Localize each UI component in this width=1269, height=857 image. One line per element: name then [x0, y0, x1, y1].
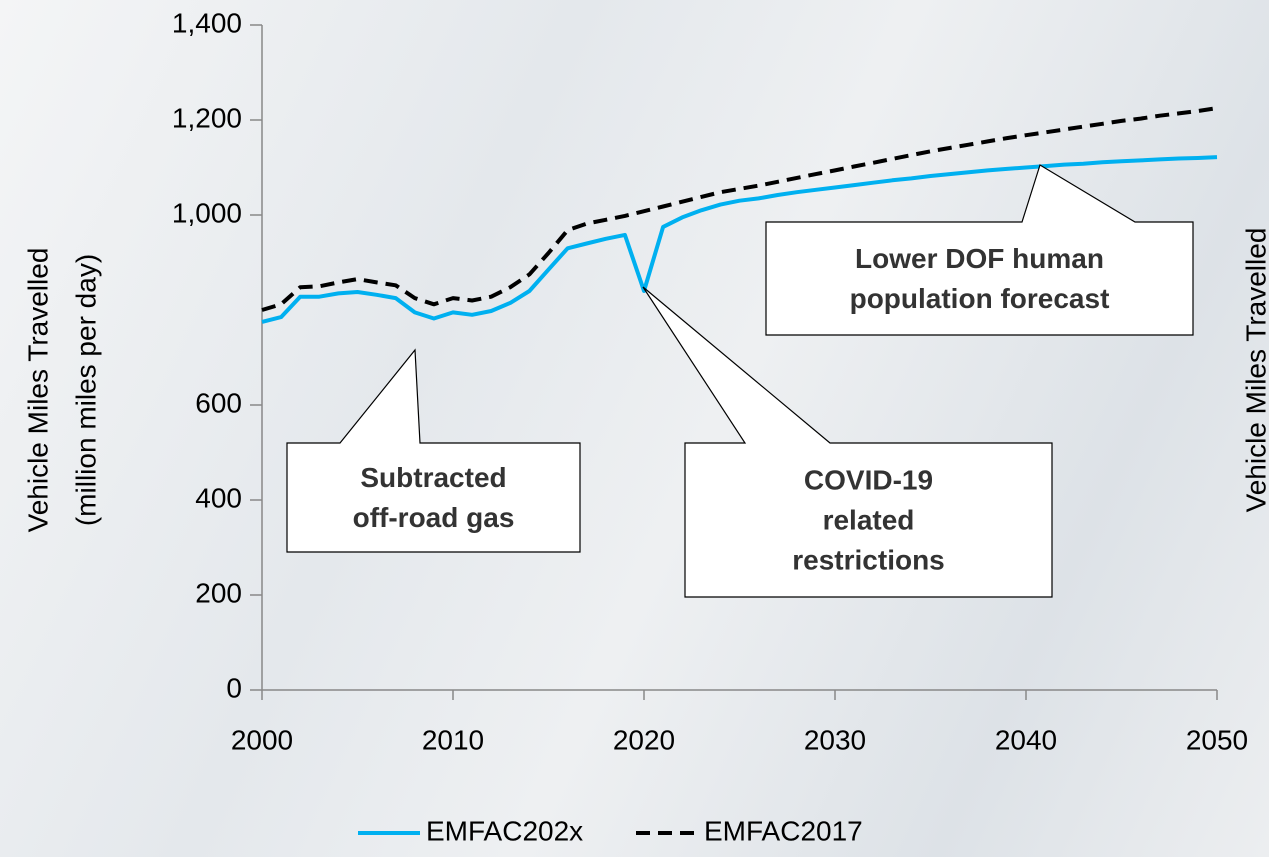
callout-text: related [823, 504, 915, 535]
y-axis-title-line: Vehicle Miles Travelled [22, 248, 53, 533]
callout: COVID-19 related restrictions [642, 286, 1053, 598]
callout-text: Subtracted [360, 462, 506, 493]
callout-text: COVID-19 [804, 464, 933, 495]
x-tick-label: 2010 [422, 724, 484, 755]
callout: Lower DOF human population forecast [765, 164, 1194, 336]
x-tick-label: 2050 [1186, 724, 1248, 755]
y-tick-label: 0 [226, 672, 242, 703]
y-tick-label: 600 [195, 387, 242, 418]
series-line [261, 155, 1218, 324]
y-tick-label: 200 [195, 577, 242, 608]
y-tick-label: 1,200 [172, 102, 242, 133]
callout: Subtracted off-road gas [286, 348, 581, 553]
x-tick-label: 2020 [613, 724, 675, 755]
series-line [261, 106, 1218, 312]
y-axis-title-line: (million miles per day) [70, 254, 101, 526]
y-tick-label: 400 [195, 482, 242, 513]
callout-shape [765, 164, 1194, 336]
legend-label: EMFAC2017 [704, 815, 863, 846]
x-tick-label: 2040 [995, 724, 1057, 755]
callout-text: off-road gas [353, 502, 515, 533]
callout-text: Lower DOF human [855, 243, 1104, 274]
y2-axis-title: Vehicle Miles Travelled [1240, 228, 1269, 513]
callout-shape [642, 286, 1053, 598]
x-tick-label: 2030 [804, 724, 866, 755]
y-tick-label: 1,000 [172, 197, 242, 228]
callout-text: population forecast [850, 283, 1110, 314]
legend-label: EMFAC202x [426, 815, 583, 846]
y-tick-label: 1,400 [172, 7, 242, 38]
x-tick-label: 2000 [231, 724, 293, 755]
y-axis-title: Vehicle Miles Travelled (million miles p… [22, 248, 101, 533]
callout-text: restrictions [792, 544, 945, 575]
callout-shape [286, 348, 581, 553]
